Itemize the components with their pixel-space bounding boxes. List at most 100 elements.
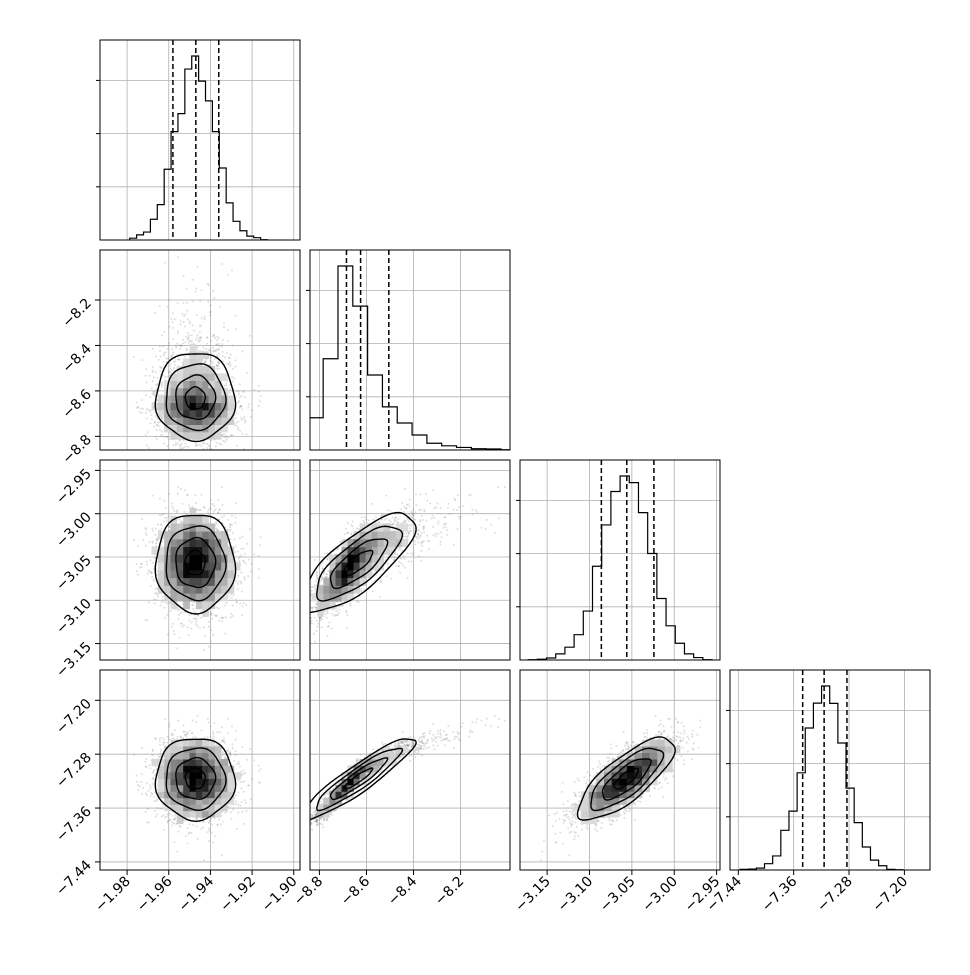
sample-point [177,618,179,620]
sample-point [212,634,214,636]
sample-point [157,594,159,596]
sample-point [214,350,216,352]
sample-point [229,389,231,391]
sample-point [184,341,186,343]
sample-point [176,647,178,649]
sample-point [197,615,199,617]
sample-point [149,396,151,398]
sample-point [154,312,156,314]
sample-point [195,288,197,290]
sample-point [188,340,190,342]
sample-point [172,327,174,329]
sample-point [161,431,163,433]
sample-point [229,524,231,526]
sample-point [259,400,261,402]
sample-point [207,511,209,513]
sample-point [231,269,233,271]
sample-point [161,524,163,526]
sample-point [162,513,164,515]
sample-point [159,429,161,431]
sample-point [204,318,206,320]
sample-point [145,412,147,414]
sample-point [152,391,154,393]
sample-point [214,358,216,360]
density-cell [196,432,203,440]
sample-point [204,635,206,637]
sample-point [207,447,209,449]
density-cell [196,359,203,367]
sample-point [220,617,222,619]
sample-point [225,384,227,386]
sample-point [141,563,143,565]
sample-point [183,511,185,513]
sample-point [154,391,156,393]
sample-point [184,356,186,358]
sample-point [249,528,251,530]
sample-point [188,504,190,506]
sample-point [258,405,260,407]
sample-point [240,581,242,583]
sample-point [149,422,151,424]
sample-point [173,444,175,446]
sample-point [225,382,227,384]
sample-point [243,602,245,604]
sample-point [241,614,243,616]
sample-point [235,315,237,317]
sample-point [221,516,223,518]
sample-point [151,414,153,416]
sample-point [217,336,219,338]
density-cell [215,403,222,411]
sample-point [165,507,167,509]
sample-point [133,356,135,358]
sample-point [208,454,210,456]
sample-point [207,301,209,303]
sample-point [237,588,239,590]
density-cell [164,417,171,425]
sample-point [216,349,218,351]
sample-point [235,546,237,548]
sample-point [241,350,243,352]
sample-point [193,330,195,332]
sample-point [248,404,250,406]
sample-point [228,357,230,359]
sample-point [195,502,197,504]
sample-point [198,444,200,446]
sample-point [206,343,208,345]
sample-point [197,266,199,268]
sample-point [144,375,146,377]
sample-point [221,434,223,436]
sample-point [179,447,181,449]
sample-point [222,339,224,341]
sample-point [187,332,189,334]
sample-point [239,537,241,539]
sample-point [199,331,201,333]
sample-point [200,445,202,447]
sample-point [168,299,170,301]
sample-point [243,561,245,563]
sample-point [177,443,179,445]
sample-point [148,409,150,411]
sample-point [187,338,189,340]
sample-point [192,324,194,326]
sample-point [208,621,210,623]
sample-point [208,444,210,446]
sample-point [155,415,157,417]
sample-point [167,348,169,350]
sample-point [245,604,247,606]
sample-point [163,607,165,609]
sample-point [161,367,163,369]
sample-point [172,353,174,355]
sample-point [173,510,175,512]
density-cell [158,403,165,411]
sample-point [208,284,210,286]
sample-point [229,526,231,528]
sample-point [232,615,234,617]
sample-point [207,337,209,339]
sample-point [196,346,198,348]
sample-point [163,352,165,354]
sample-point [226,352,228,354]
sample-point [176,511,178,513]
sample-point [188,634,190,636]
sample-point [152,380,154,382]
sample-point [166,376,168,378]
